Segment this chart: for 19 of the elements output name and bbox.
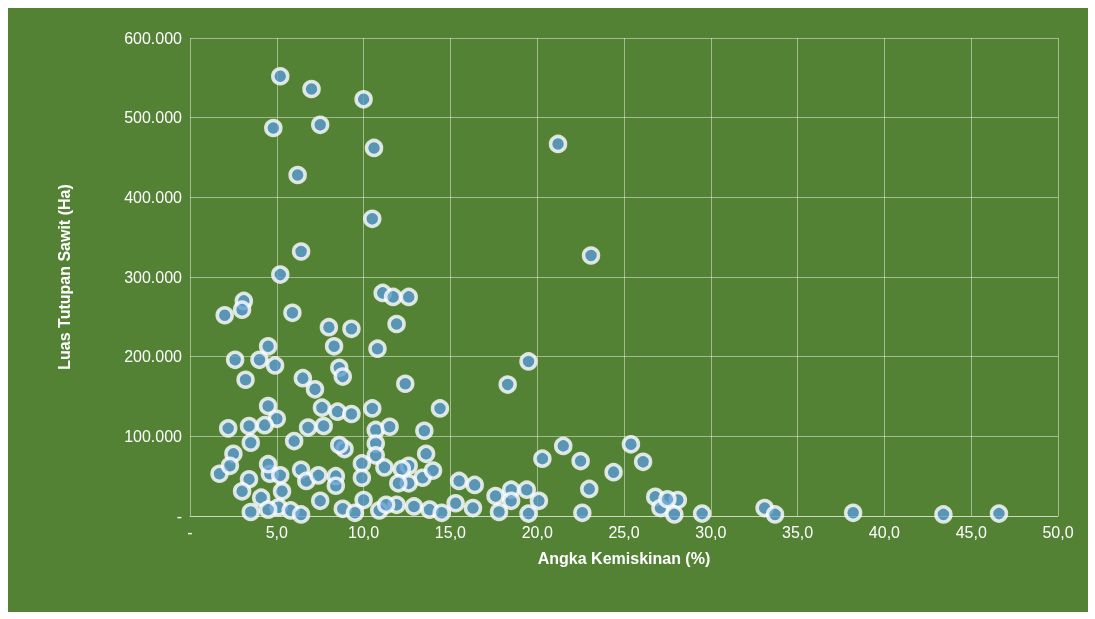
x-tick-label: 35,0 xyxy=(782,523,814,541)
y-axis-title: Luas Tutupan Sawit (Ha) xyxy=(55,184,73,370)
x-tick-label: 25,0 xyxy=(608,523,640,541)
x-tick-label: 15,0 xyxy=(434,523,467,541)
y-tick-label: 600.000 xyxy=(124,29,183,47)
y-tick-label: 100.000 xyxy=(124,427,183,445)
x-tick-label: 30,0 xyxy=(695,523,727,541)
x-axis-title: Angka Kemiskinan (%) xyxy=(537,549,711,567)
x-tick-label: 5,0 xyxy=(265,523,289,541)
x-tick-label: 45,0 xyxy=(955,523,987,541)
y-tick-label: 400.000 xyxy=(124,188,183,206)
y-tick-label: 300.000 xyxy=(124,268,183,286)
x-tick-label: 50,0 xyxy=(1042,523,1074,541)
x-tick-label: 20,0 xyxy=(521,523,553,541)
y-tick-label: 500.000 xyxy=(124,109,183,127)
y-tick-label: - xyxy=(176,507,182,525)
y-tick-label: 200.000 xyxy=(124,348,183,366)
x-tick-label: 10,0 xyxy=(348,523,380,541)
x-tick-label: 40,0 xyxy=(868,523,901,541)
